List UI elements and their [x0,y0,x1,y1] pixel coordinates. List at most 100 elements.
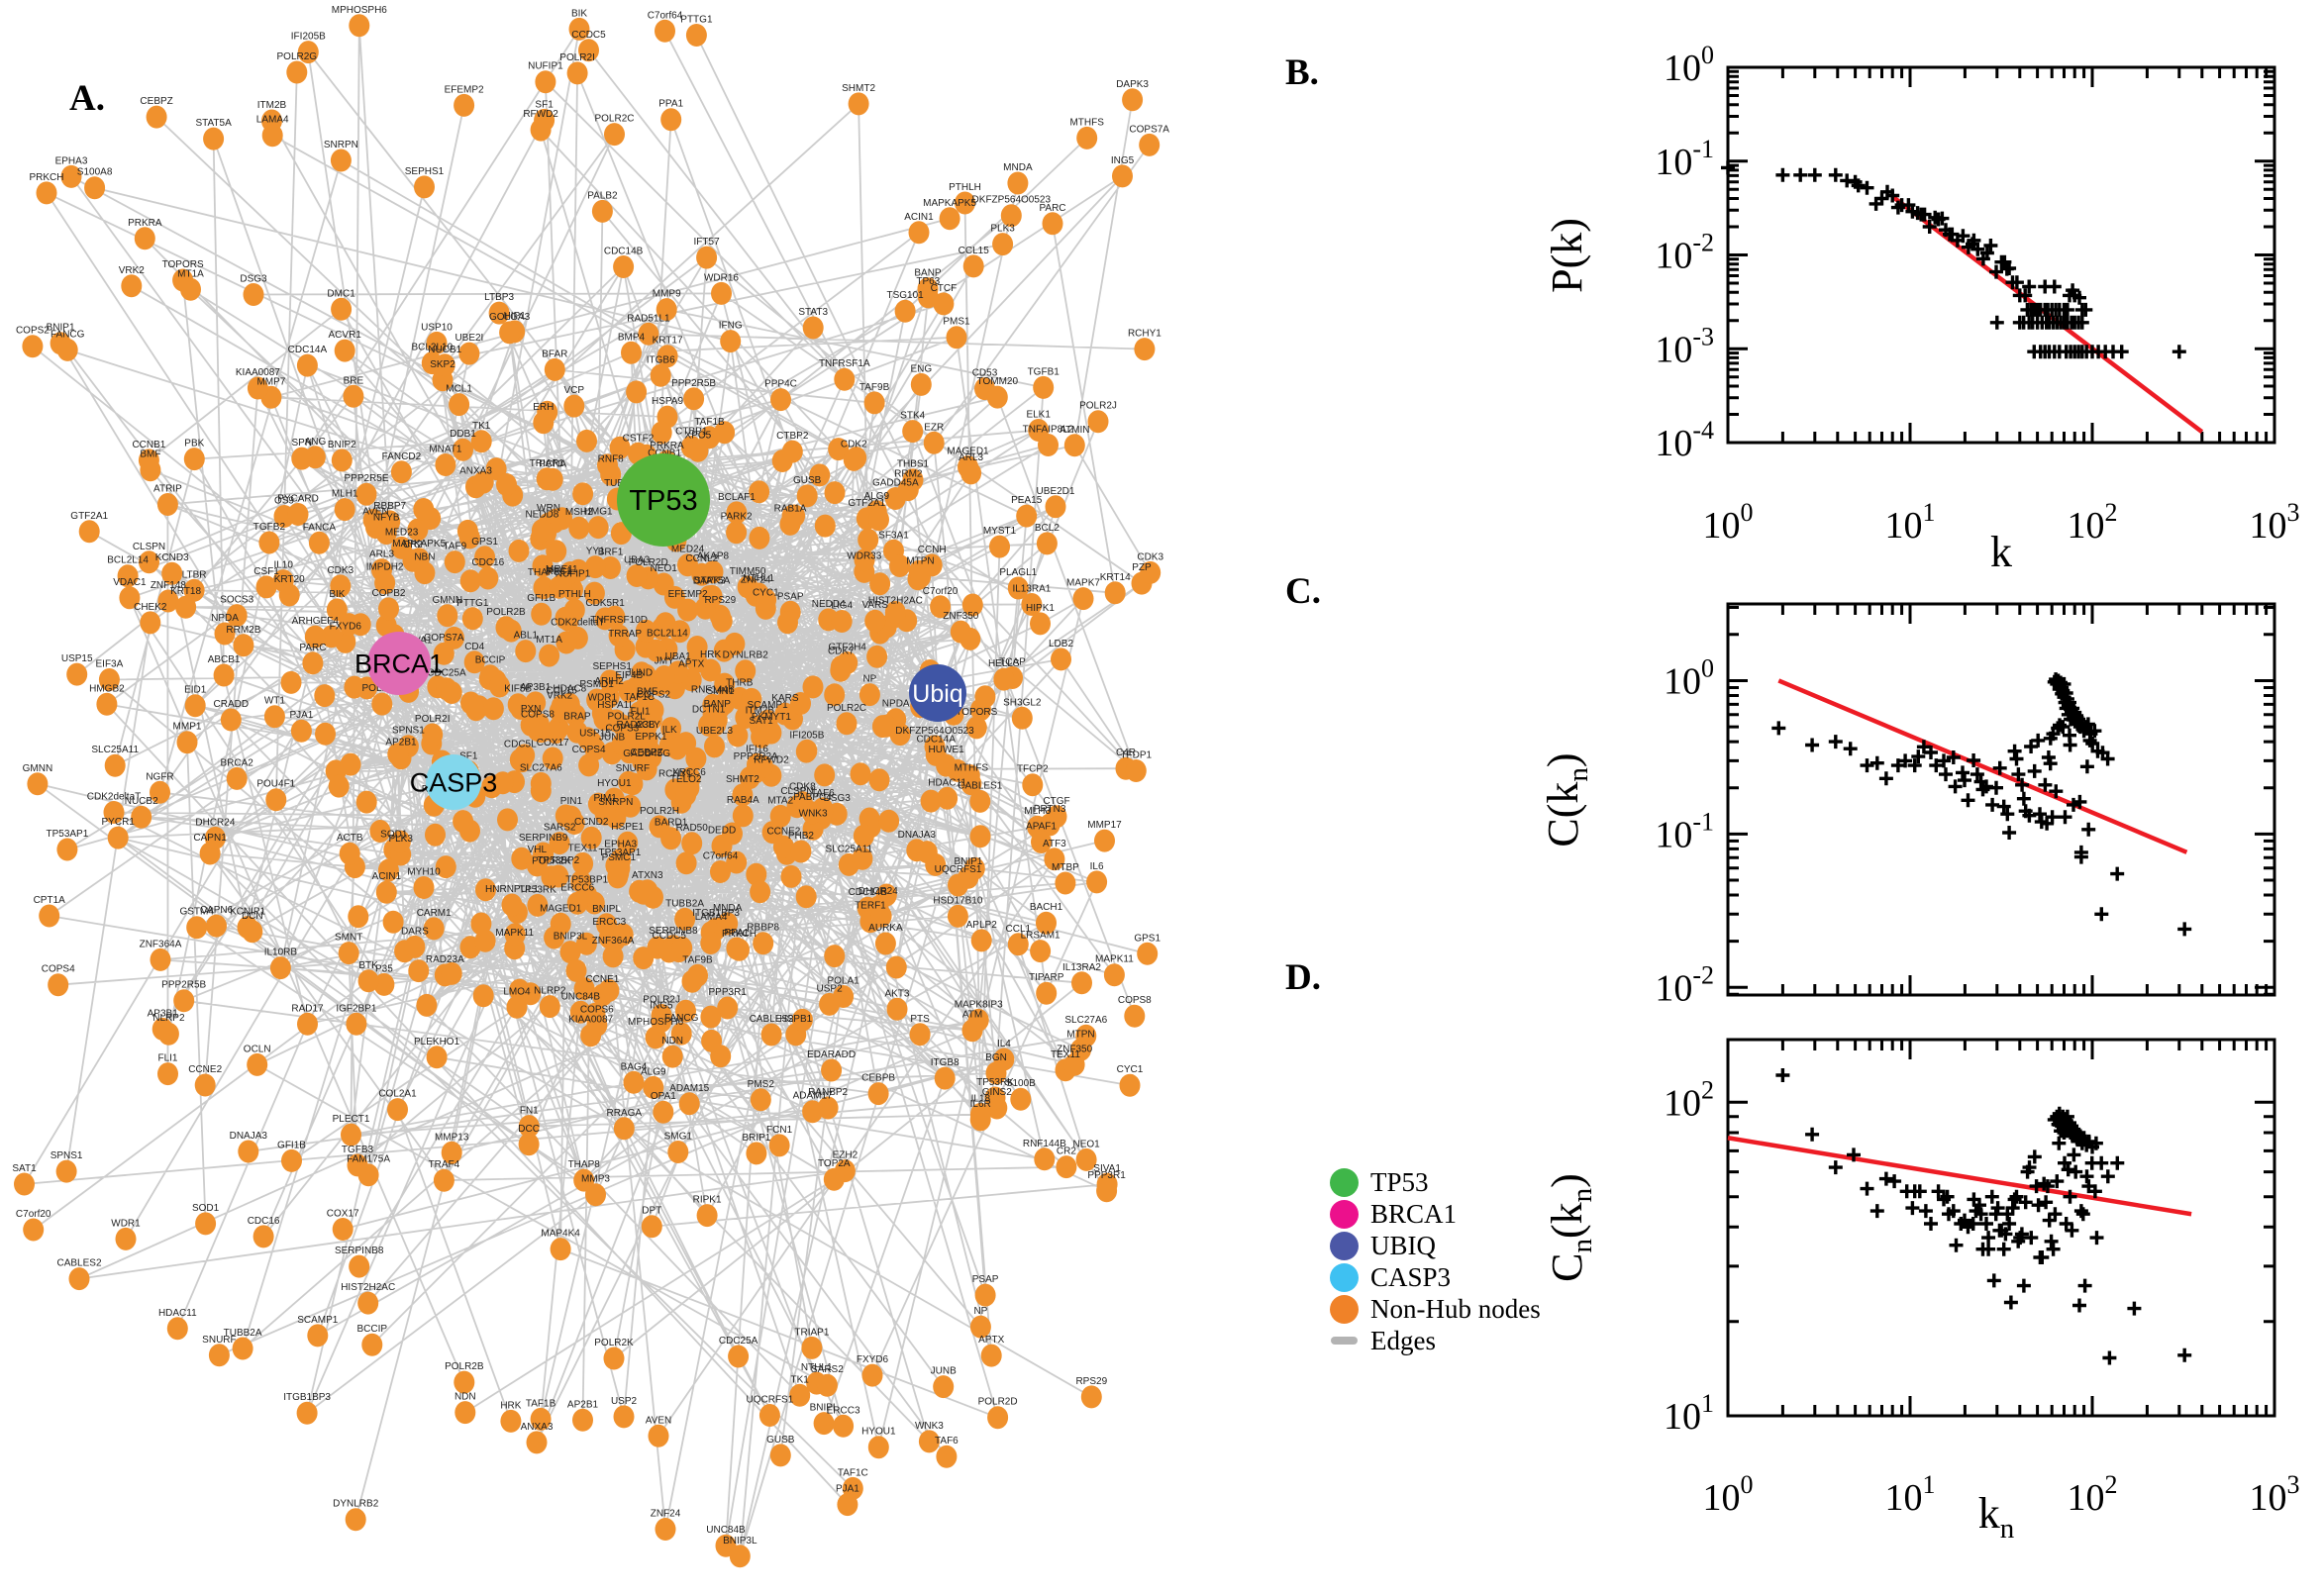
network-node [321,625,343,648]
gene-label: HSPB1 [779,1014,812,1025]
network-node [947,904,968,928]
network-node [621,341,642,364]
network-node [326,598,348,622]
gene-label: MNAT1 [429,445,462,455]
gene-label: POLR2D [629,557,668,568]
gene-label: POLR2G [277,51,318,62]
network-node [338,942,359,965]
network-node [573,977,595,1001]
gene-label: OPA1 [651,1091,676,1102]
network-node [866,645,888,668]
network-node [604,123,625,147]
gene-label: GPS1 [1134,933,1161,944]
gene-label: TFCP2 [1017,764,1049,775]
gene-label: ZNF350 [943,611,979,622]
network-node [655,1518,676,1541]
gene-label: ITGB8 [931,1057,960,1068]
network-node [66,662,88,686]
gene-label: DYNLRB2 [723,650,769,661]
gene-label: THAP8 [528,567,560,578]
gene-label: KIF5B [504,684,532,695]
gene-label: VDAC1 [113,577,147,588]
gene-label: SLC27A6 [1064,1015,1107,1026]
network-node [939,207,960,231]
network-node [549,575,570,599]
network-node [247,1052,268,1076]
gene-label: S100B [1006,1078,1036,1089]
hub-node-tp53 [617,453,710,547]
gene-label: CDK3 [327,565,354,576]
gene-label: LRSAM1 [1021,931,1060,942]
network-node [369,820,391,843]
network-node [814,514,836,538]
gene-label: TRRAP [608,629,642,640]
gene-label: PHB2 [788,831,815,842]
gene-label: ITGB1BP3 [692,908,740,919]
network-node [791,1008,813,1032]
network-node [474,929,496,952]
network-node [184,694,206,718]
gene-label: HNRNPUL1 [485,884,539,895]
network-node [514,744,536,767]
gene-label: ACLY [635,720,660,731]
axis-tick-label: 10-3 [1655,322,1714,370]
gene-label: SOD1 [192,1203,220,1214]
edge-swatch-icon [1331,1337,1358,1345]
gene-label: COPS3 [605,724,639,735]
network-node [175,595,197,619]
network-node [746,1142,767,1165]
network-node [497,808,518,832]
gene-label: HIPK1 [1026,603,1055,614]
gene-label: NFYB [373,513,400,524]
gene-label: SH3GL2 [1003,697,1042,708]
network-node [700,1005,722,1029]
network-node [475,878,496,902]
gene-label: GMNN [23,763,53,774]
gene-label: MTPN [1066,1029,1094,1040]
network-node [834,367,856,391]
gene-label: XPO5 [685,430,712,441]
gene-label: VCP [564,385,585,396]
gene-label: TP53RK [976,1077,1014,1088]
gene-label: GADD45A [872,478,919,489]
gene-label: ATMIN [1060,425,1089,436]
gene-label: POLR2K [594,1338,634,1348]
network-node [884,600,906,624]
gene-label: NEDD4 [812,599,846,610]
network-node [263,705,285,729]
gene-label: PARC [299,643,326,653]
gene-label: SHMT2 [842,83,875,94]
gene-label: ELK1 [1026,410,1051,421]
gene-label: CABLES2 [750,1014,794,1025]
network-node [917,277,939,301]
gene-label: PPP2R2A [734,751,778,762]
gene-label: AKAP8 [697,551,730,562]
network-node [1063,1052,1085,1076]
power-law-fit-line [1777,678,2188,854]
gene-label: WDR16 [704,272,739,283]
gene-label: SF1 [459,751,478,762]
gene-label: MAGED1 [947,447,989,457]
network-node [686,636,708,658]
network-node [379,510,401,534]
gene-label: BNIP1 [954,856,982,867]
gene-label: CAPN1 [193,833,227,844]
network-node [580,826,602,849]
gene-label: SLC25A11 [91,745,139,755]
gene-label: MAPK11 [495,928,534,939]
gene-label: FANCG [50,329,85,340]
network-node [660,827,682,850]
network-node [863,391,885,415]
network-node [454,93,475,117]
gene-label: TUBB [604,478,631,489]
gene-label: MT1A [177,268,204,279]
gene-label: ACVR1 [329,330,362,341]
network-node [242,920,263,944]
network-node [413,498,435,521]
axis-tick-label: 103 [2250,498,2300,547]
gene-label: IL4 [997,1039,1011,1049]
network-node [549,832,570,855]
gene-label: PLK3 [990,224,1015,235]
gene-label: MPHOSPH6 [332,5,388,16]
network-node [531,519,553,543]
